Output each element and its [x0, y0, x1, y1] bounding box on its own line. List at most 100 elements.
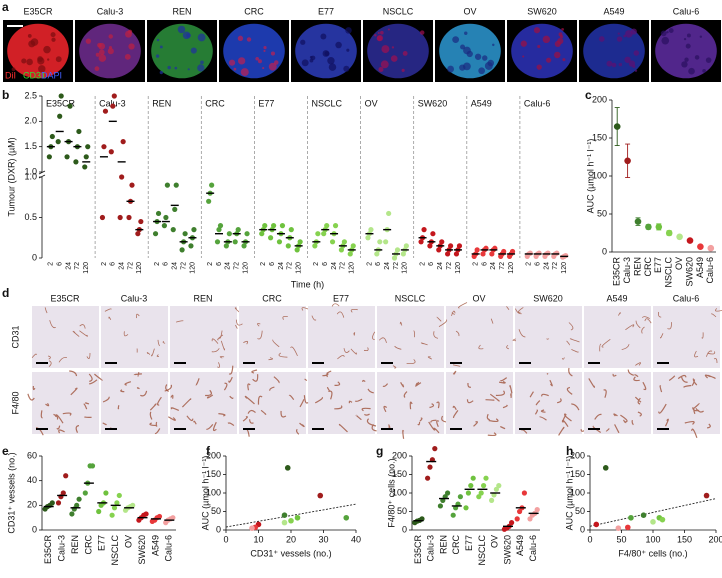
data-point — [655, 223, 663, 231]
data-point — [400, 251, 406, 257]
tissue-spot — [21, 58, 27, 64]
x-tick-label: OV — [123, 535, 133, 548]
x-tick-label: 6 — [216, 262, 223, 266]
x-tick-label: 50 — [616, 534, 626, 544]
y-axis-label: AUC (µmol h⁻¹ l⁻¹) — [585, 139, 595, 214]
x-tick-label: 6 — [322, 262, 329, 266]
data-point — [99, 214, 106, 221]
tissue-spot — [128, 43, 135, 50]
tissue-spot — [233, 67, 237, 71]
data-point — [281, 512, 288, 518]
data-point — [170, 227, 176, 233]
tissue-spot — [47, 58, 50, 61]
x-tick-label: 24 — [278, 262, 285, 270]
stain — [27, 370, 98, 436]
tissue-spot — [705, 57, 712, 63]
histology-tile — [308, 372, 375, 434]
panel-letter: g — [376, 444, 383, 458]
image-label: E35CR — [50, 293, 80, 303]
data-point — [49, 500, 55, 506]
x-tick-label: 120 — [561, 262, 568, 274]
x-tick-label: E77 — [97, 535, 107, 551]
data-point — [109, 512, 115, 518]
x-tick-label: 6 — [375, 262, 382, 266]
data-point — [489, 497, 495, 503]
data-point — [343, 514, 350, 521]
tissue-spot — [197, 33, 206, 42]
tissue-spot — [324, 51, 330, 57]
panel-letter: f — [206, 444, 211, 458]
channel-label: CD31 — [23, 70, 46, 80]
panel-letter: e — [2, 444, 9, 458]
image-label: CRC — [262, 293, 282, 303]
tissue-spot — [447, 65, 455, 73]
tissue-spot — [625, 30, 633, 38]
data-point — [478, 490, 484, 496]
x-tick-label: 120 — [508, 262, 515, 274]
tissue-spot — [255, 56, 259, 61]
data-point — [377, 239, 383, 245]
image-label: CRC — [244, 6, 264, 16]
data-point — [271, 223, 277, 229]
stain — [311, 303, 376, 360]
tissue — [223, 23, 285, 79]
data-point — [110, 103, 116, 109]
data-point — [321, 231, 327, 237]
stain — [303, 370, 377, 433]
tissue-spot — [38, 65, 46, 73]
x-tick-label: Calu-6 — [528, 535, 538, 562]
data-point — [628, 514, 634, 521]
data-point — [640, 512, 647, 518]
error-cap — [614, 107, 620, 147]
tissue-spot — [460, 44, 466, 50]
x-tick-label: 72 — [234, 262, 241, 270]
tissue-spot — [200, 60, 204, 65]
scale-bar — [36, 428, 48, 430]
data-point — [448, 243, 454, 249]
tissue-spot — [478, 67, 486, 75]
y-tick-label: 0 — [216, 524, 221, 534]
stain — [235, 307, 311, 361]
stain — [104, 308, 166, 357]
scale-bar — [7, 25, 23, 27]
data-point — [55, 500, 62, 506]
x-tick-label: 72 — [340, 262, 347, 270]
data-point — [57, 113, 63, 119]
tissue-spot — [463, 46, 471, 55]
data-point — [437, 503, 443, 509]
data-point — [665, 229, 673, 237]
data-point — [386, 210, 392, 217]
tissue-spot — [94, 66, 100, 72]
tissue-spot — [562, 58, 566, 62]
data-point — [69, 511, 75, 517]
x-tick-label: 2 — [313, 262, 320, 266]
x-tick-label: 120 — [402, 262, 409, 274]
histology-tile — [377, 306, 444, 368]
stain — [452, 370, 513, 437]
image-label: SW620 — [527, 6, 557, 16]
tissue-spot — [391, 46, 395, 49]
y-tick-label: 60 — [27, 450, 37, 460]
tissue-spot — [190, 47, 197, 54]
data-point — [103, 490, 109, 496]
image-label: OV — [472, 293, 485, 303]
group-label: Calu-6 — [524, 98, 551, 108]
data-point — [82, 164, 88, 170]
stain — [658, 308, 722, 364]
tissue-spot — [177, 25, 186, 34]
data-point — [703, 492, 710, 499]
data-point — [338, 247, 344, 253]
x-tick-label: NSCLC — [477, 535, 487, 566]
data-point — [365, 235, 371, 241]
x-tick-label: REN — [632, 257, 642, 276]
x-axis-label: Time (h) — [291, 279, 324, 289]
tissue-spot — [262, 66, 265, 70]
data-point — [521, 490, 528, 496]
data-point — [483, 475, 489, 481]
x-tick-label: 40 — [351, 534, 361, 544]
data-point — [445, 251, 451, 257]
tissue — [367, 23, 429, 79]
histology-tile — [239, 306, 306, 368]
x-tick-label: OV — [674, 257, 684, 270]
histology-tile — [32, 372, 99, 434]
